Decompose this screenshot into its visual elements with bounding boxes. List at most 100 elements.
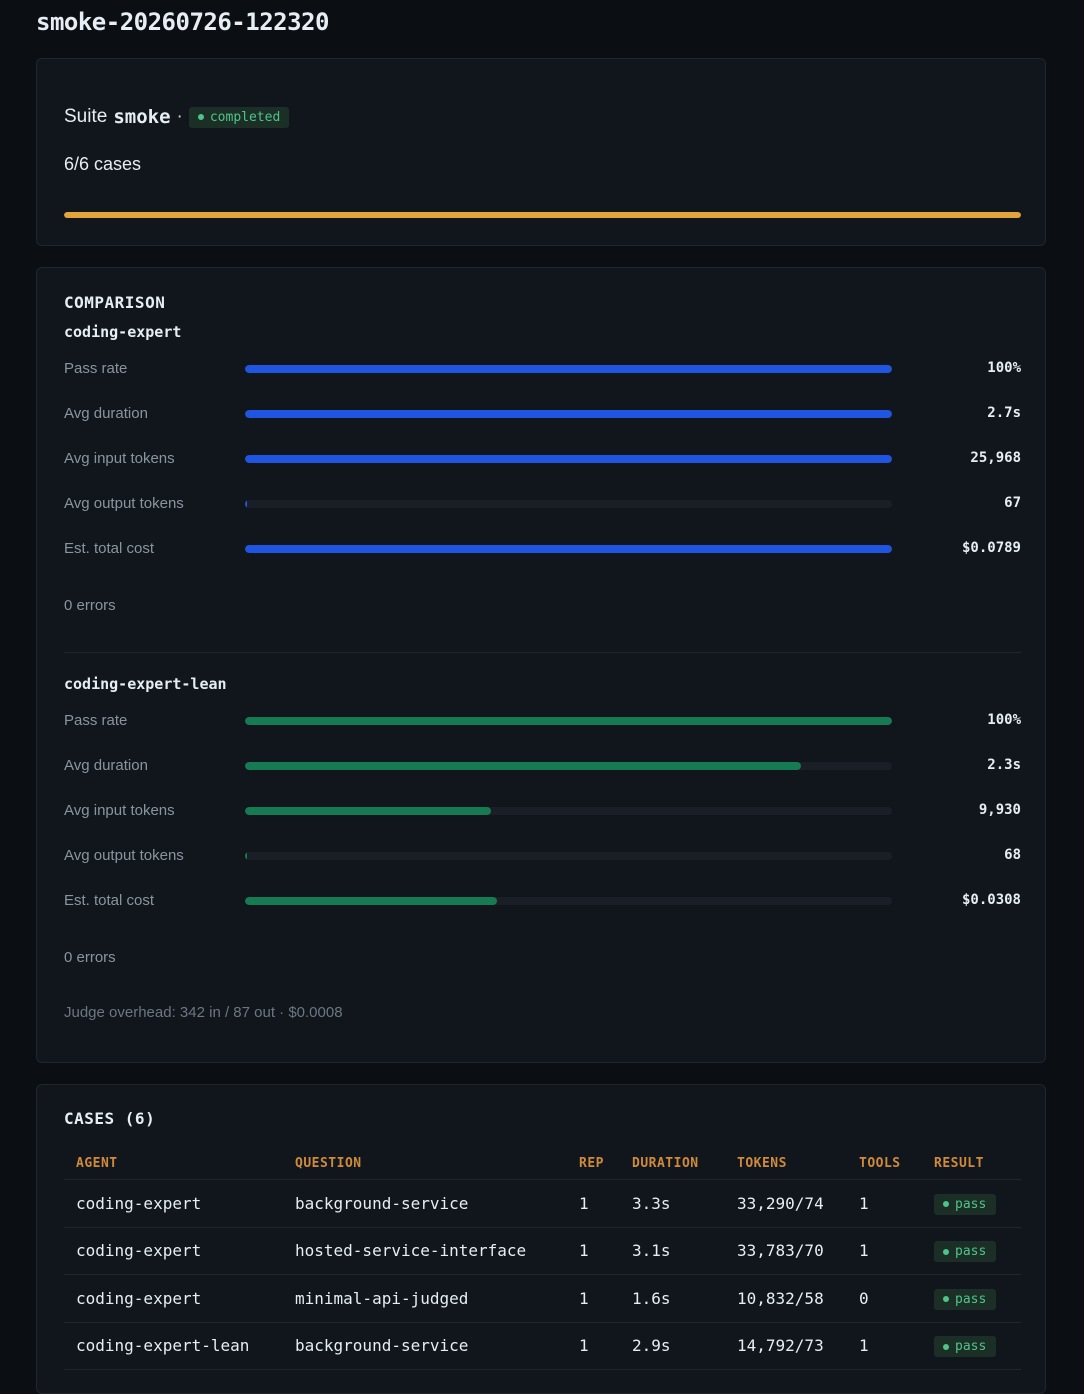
result-text: pass (955, 1291, 987, 1307)
cell-tokens: 10,832/58 (725, 1274, 847, 1323)
metric-bar-fill (245, 410, 892, 418)
progress-bar (64, 212, 1021, 218)
metric-row: Avg output tokens 68 (64, 846, 1021, 866)
metric-bar-fill (245, 807, 491, 815)
cases-card: CASES (6) AGENT QUESTION REP DURATION TO… (36, 1084, 1046, 1394)
result-badge: pass (934, 1288, 997, 1310)
cell-result: pass (922, 1322, 1021, 1370)
cell-duration: 3.1s (620, 1227, 725, 1275)
metric-label: Avg input tokens (64, 450, 175, 467)
metric-value: 100% (987, 360, 1021, 376)
metric-label: Pass rate (64, 712, 128, 729)
metric-value: 67 (1004, 495, 1021, 511)
metric-bar (245, 365, 892, 373)
metric-label: Avg input tokens (64, 802, 175, 819)
agent-name: coding-expert-lean (64, 675, 227, 693)
cell-question: minimal-api-judged (283, 1274, 567, 1323)
metric-value: 9,930 (978, 802, 1021, 818)
column-header-rep[interactable]: REP (567, 1147, 620, 1180)
metric-row: Pass rate 100% (64, 359, 1021, 379)
cell-tokens: 33,290/74 (725, 1179, 847, 1228)
metric-row: Avg output tokens 67 (64, 494, 1021, 514)
metric-value: 68 (1004, 847, 1021, 863)
metric-bar (245, 455, 892, 463)
metric-bar (245, 807, 892, 815)
cell-agent: coding-expert (64, 1227, 283, 1275)
table-row[interactable]: coding-expert hosted-service-interface 1 3.… (64, 1227, 1021, 1275)
metric-row: Pass rate 100% (64, 711, 1021, 731)
cell-tools: 1 (847, 1227, 922, 1275)
metric-value: $0.0789 (961, 540, 1021, 556)
metric-row: Est. total cost $0.0308 (64, 891, 1021, 911)
suite-line: Suite smoke · completed (64, 106, 290, 128)
result-badge: pass (934, 1193, 997, 1215)
metric-bar-fill (245, 852, 247, 860)
metric-row: Avg duration 2.3s (64, 756, 1021, 776)
cell-result: pass (922, 1227, 1021, 1275)
metric-bar (245, 717, 892, 725)
column-header-duration[interactable]: DURATION (620, 1147, 725, 1180)
column-header-question[interactable]: QUESTION (283, 1147, 567, 1180)
status-dot-icon (943, 1296, 949, 1302)
status-dot-icon (943, 1201, 949, 1207)
agent-errors: 0 errors (64, 597, 116, 614)
page-title: smoke-20260726-122320 (36, 8, 329, 36)
cell-tools: 0 (847, 1274, 922, 1323)
table-row[interactable]: coding-expert background-service 1 3.3s 33,2… (64, 1179, 1021, 1228)
cell-tokens: 33,783/70 (725, 1227, 847, 1275)
comparison-card: COMPARISON coding-expert Pass rate 100% Av… (36, 267, 1046, 1063)
cell-question: background-service (283, 1179, 567, 1228)
metric-value: 2.7s (987, 405, 1021, 421)
column-header-tokens[interactable]: TOKENS (725, 1147, 847, 1180)
agent-errors: 0 errors (64, 949, 116, 966)
metric-bar (245, 762, 892, 770)
result-badge: pass (934, 1241, 997, 1262)
cell-rep: 1 (567, 1227, 620, 1275)
metric-bar (245, 500, 892, 508)
status-dot-icon (197, 114, 204, 120)
cell-rep: 1 (567, 1322, 620, 1370)
column-header-agent[interactable]: AGENT (64, 1147, 283, 1180)
metric-row: Avg input tokens 9,930 (64, 801, 1021, 821)
status-dot-icon (943, 1248, 949, 1255)
metric-bar (245, 545, 892, 553)
table-row[interactable]: coding-expert minimal-api-judged 1 1.6s 10,8… (64, 1274, 1021, 1323)
metric-bar (245, 852, 892, 860)
metric-row: Est. total cost $0.0789 (64, 539, 1021, 559)
cell-agent: coding-expert (64, 1179, 283, 1228)
table-row[interactable]: coding-expert-lean background-service 1 2.9… (64, 1322, 1021, 1370)
metric-label: Avg duration (64, 405, 148, 422)
metric-label: Avg output tokens (64, 847, 184, 864)
result-text: pass (955, 1196, 987, 1212)
separator: · (176, 106, 183, 127)
metric-row: Avg input tokens 25,968 (64, 449, 1021, 469)
cases-table: AGENT QUESTION REP DURATION TOKENS TOOLS… (64, 1147, 1021, 1370)
comparison-title: COMPARISON (64, 293, 166, 312)
cell-result: pass (922, 1274, 1021, 1323)
column-header-result[interactable]: RESULT (922, 1147, 1021, 1180)
cell-tokens: 14,792/73 (725, 1322, 847, 1370)
judge-overhead: Judge overhead: 342 in / 87 out · $0.000… (64, 1004, 343, 1021)
cell-result: pass (922, 1179, 1021, 1228)
cell-duration: 3.3s (620, 1179, 725, 1228)
metric-row: Avg duration 2.7s (64, 404, 1021, 424)
cell-agent: coding-expert (64, 1274, 283, 1323)
suite-summary-card: Suite smoke · completed 6/6 cases (36, 58, 1046, 246)
status-text: completed (209, 109, 281, 125)
metric-bar (245, 410, 892, 418)
metric-bar-fill (245, 897, 498, 905)
suite-name: smoke (113, 106, 171, 128)
table-header-row: AGENT QUESTION REP DURATION TOKENS TOOLS… (64, 1147, 1021, 1180)
column-header-tools[interactable]: TOOLS (847, 1147, 922, 1180)
agent-name: coding-expert (64, 323, 182, 341)
metric-label: Pass rate (64, 360, 128, 377)
cell-question: hosted-service-interface (283, 1227, 567, 1275)
status-badge: completed (188, 106, 290, 128)
metric-label: Avg duration (64, 757, 148, 774)
progress-fill (64, 212, 1021, 218)
metric-label: Est. total cost (64, 540, 155, 557)
cases-title: CASES (6) (64, 1109, 156, 1128)
metric-label: Est. total cost (64, 892, 155, 909)
result-badge: pass (934, 1336, 997, 1357)
metric-value: 25,968 (970, 450, 1021, 466)
